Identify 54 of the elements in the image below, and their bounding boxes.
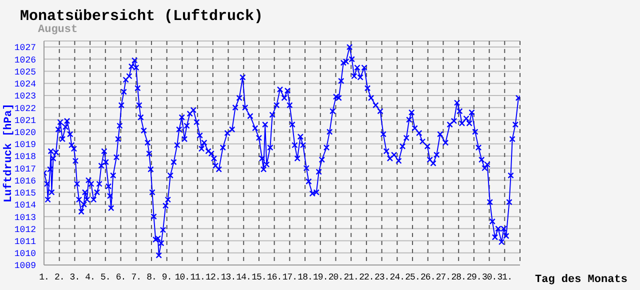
x-tick-label: 28. xyxy=(451,272,466,282)
x-tick-label: 13. xyxy=(220,272,236,282)
y-tick-label: 1011 xyxy=(14,236,36,247)
x-tick-label: 4. xyxy=(85,272,95,282)
x-tick-label: 16. xyxy=(266,272,282,282)
x-tick-label: 29. xyxy=(466,272,482,282)
x-tick-label: 19. xyxy=(313,272,328,282)
x-tick-label: 6. xyxy=(116,272,126,282)
x-tick-label: 1. xyxy=(39,272,49,282)
x-tick-label: 30. xyxy=(482,272,497,282)
x-tick-label: 24. xyxy=(390,272,405,282)
x-tick-label: 11. xyxy=(190,272,205,282)
y-tick-label: 1014 xyxy=(14,200,36,211)
x-tick-label: 22. xyxy=(359,272,374,282)
y-tick-label: 1022 xyxy=(14,104,36,114)
x-tick-label: 3. xyxy=(70,272,80,282)
x-tick-label: 31. xyxy=(497,272,512,282)
chart-title: Monatsübersicht (Luftdruck) xyxy=(20,8,264,25)
x-tick-label: 26. xyxy=(420,272,436,282)
y-tick-label: 1027 xyxy=(14,43,36,54)
x-tick-label: 5. xyxy=(100,272,110,282)
x-axis-title: Tag des Monats xyxy=(535,274,628,286)
y-tick-label: 1016 xyxy=(14,176,36,186)
y-tick-label: 1019 xyxy=(14,140,36,150)
y-tick-label: 1012 xyxy=(14,224,36,235)
y-tick-label: 1017 xyxy=(14,164,36,174)
x-tick-label: 7. xyxy=(131,272,142,282)
y-tick-label: 1018 xyxy=(14,152,36,162)
y-tick-label: 1026 xyxy=(14,55,36,66)
x-tick-label: 23. xyxy=(374,272,390,282)
x-tick-label: 14. xyxy=(236,272,251,282)
y-axis-title: Luftdruck [hPa] xyxy=(2,103,15,203)
x-tick-label: 27. xyxy=(436,272,451,282)
y-tick-label: 1013 xyxy=(14,212,36,223)
x-tick-label: 12. xyxy=(206,272,220,282)
x-tick-label: 10. xyxy=(174,272,190,282)
x-tick-label: 25. xyxy=(405,272,420,282)
y-tick-label: 1020 xyxy=(14,128,36,138)
x-tick-label: 2. xyxy=(54,272,64,282)
x-tick-label: 9. xyxy=(162,272,172,282)
chart-subtitle: August xyxy=(38,24,78,36)
x-tick-label: 18. xyxy=(298,272,312,282)
x-tick-label: 8. xyxy=(146,272,156,282)
x-tick-label: 17. xyxy=(282,272,298,282)
x-tick-label: 20. xyxy=(328,272,344,282)
y-tick-label: 1023 xyxy=(14,92,36,102)
y-tick-label: 1025 xyxy=(14,67,36,78)
y-tick-label: 1021 xyxy=(14,116,36,126)
y-tick-label: 1015 xyxy=(14,188,36,199)
x-tick-label: 21. xyxy=(344,272,358,282)
y-tick-label: 1010 xyxy=(14,249,36,260)
x-tick-label: 15. xyxy=(252,272,266,282)
y-tick-label: 1024 xyxy=(14,80,36,90)
y-tick-label: 1009 xyxy=(14,261,36,272)
